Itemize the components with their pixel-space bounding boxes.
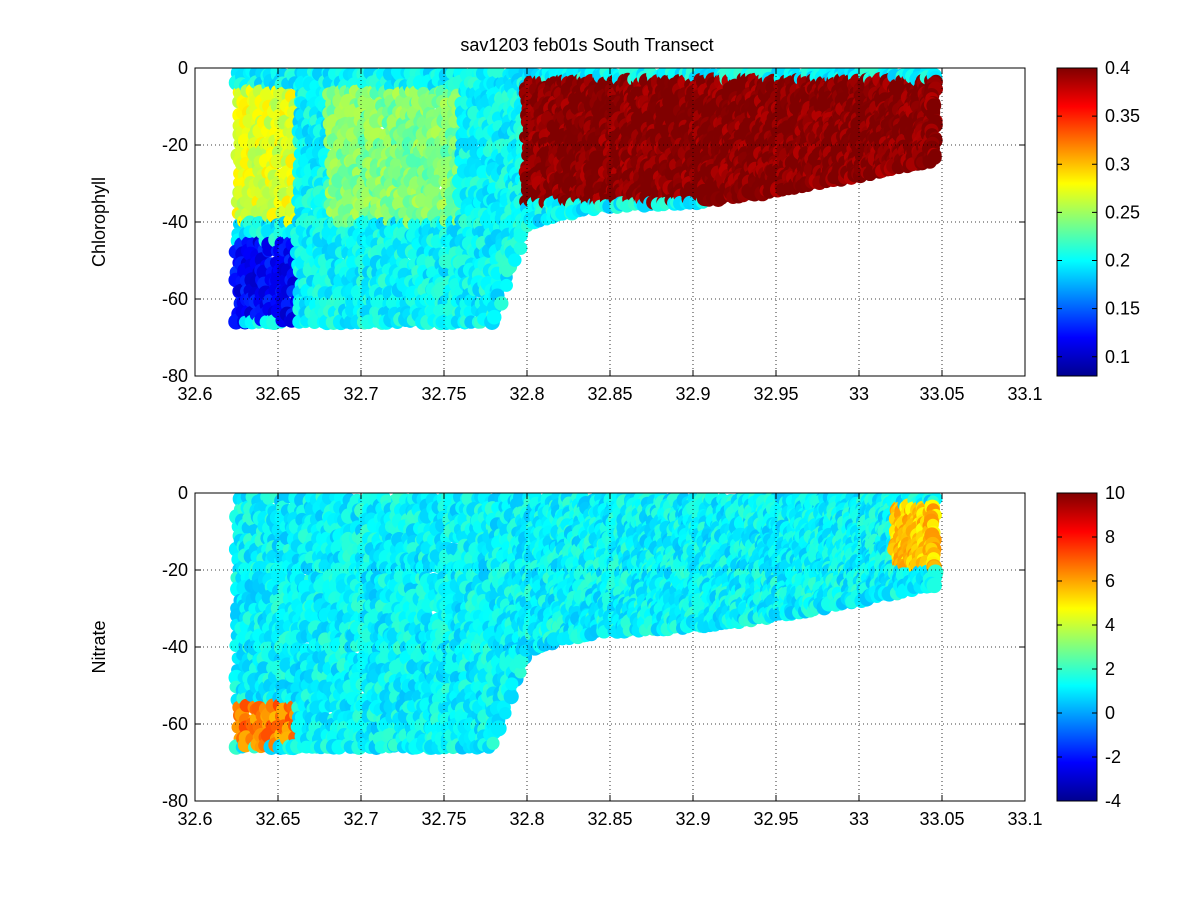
colorbar-tick-label: 0.2 [1105,251,1130,271]
x-tick-label: 32.65 [255,384,300,404]
figure-title: sav1203 feb01s South Transect [460,35,713,55]
data-point [500,278,513,292]
chlorophyll-panel: 32.6 32.65 32.7 32.75 32.8 32.85 32.9 32.95 33 33… [89,58,1140,404]
colorbar-tick-label: 0.35 [1105,106,1140,126]
x-tick-label: 33.1 [1007,384,1042,404]
y-tick-label: -20 [162,135,188,155]
nitrate-panel: 32.6 32.65 32.7 32.75 32.8 32.85 32.9 32.95 33 33… [89,483,1125,829]
chlorophyll-field [228,68,944,331]
chlorophyll-colorbar [1056,67,1098,377]
data-point [513,228,528,243]
data-point [500,264,514,278]
x-tick-label: 32.7 [343,384,378,404]
chlorophyll-y-label: Chlorophyll [89,177,109,267]
data-point [508,253,522,267]
colorbar-tick-label: 0.1 [1105,347,1130,367]
x-tick-label: 32.85 [587,384,632,404]
data-point [927,150,942,165]
x-tick-label: 32.95 [753,384,798,404]
x-tick-label: 32.75 [421,384,466,404]
x-tick-label: 33 [849,384,869,404]
colorbar-tick-label: 0.4 [1105,58,1130,78]
x-tick-label: 33.05 [919,384,964,404]
y-tick-label: -60 [162,289,188,309]
y-tick-label: -80 [162,366,188,386]
data-point [494,296,509,311]
x-tick-label: 32.8 [509,384,544,404]
colorbar-tick-label: 0.25 [1105,202,1140,222]
colorbar-tick-label: 0.15 [1105,299,1140,319]
data-point [513,241,528,255]
colorbar-tick-label: 0.3 [1105,154,1130,174]
data-point [486,309,502,325]
x-tick-label: 32.6 [177,384,212,404]
y-tick-label: 0 [178,58,188,78]
data-point [407,248,420,261]
x-tick-label: 32.9 [675,384,710,404]
y-tick-label: -40 [162,212,188,232]
nitrate-field [228,493,944,756]
